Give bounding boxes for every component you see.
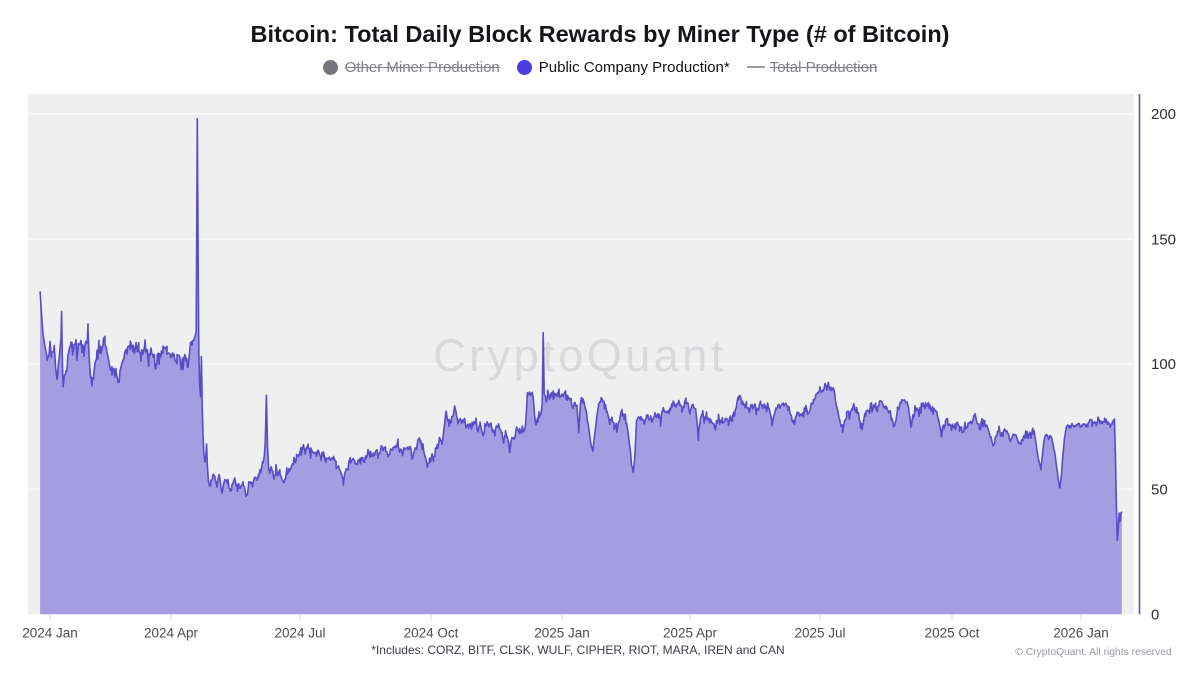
- svg-text:2025 Oct: 2025 Oct: [925, 626, 980, 641]
- svg-text:© CryptoQuant. All rights rese: © CryptoQuant. All rights reserved: [1015, 647, 1172, 658]
- svg-text:100: 100: [1151, 356, 1176, 373]
- svg-text:200: 200: [1151, 106, 1176, 123]
- svg-text:2025 Jul: 2025 Jul: [794, 626, 845, 641]
- svg-text:2025 Jan: 2025 Jan: [534, 626, 590, 641]
- svg-text:CryptoQuant: CryptoQuant: [433, 330, 727, 381]
- svg-text:150: 150: [1151, 231, 1176, 248]
- svg-text:2026 Jan: 2026 Jan: [1053, 626, 1109, 641]
- svg-text:2024 Apr: 2024 Apr: [144, 626, 199, 641]
- svg-text:2024 Jan: 2024 Jan: [22, 626, 78, 641]
- svg-text:2024 Jul: 2024 Jul: [274, 626, 325, 641]
- svg-text:2024 Oct: 2024 Oct: [404, 626, 459, 641]
- svg-text:*Includes: CORZ, BITF, CLSK, W: *Includes: CORZ, BITF, CLSK, WULF, CIPHE…: [371, 643, 784, 657]
- svg-text:2025 Apr: 2025 Apr: [663, 626, 718, 641]
- svg-text:0: 0: [1151, 607, 1159, 624]
- svg-text:50: 50: [1151, 481, 1168, 498]
